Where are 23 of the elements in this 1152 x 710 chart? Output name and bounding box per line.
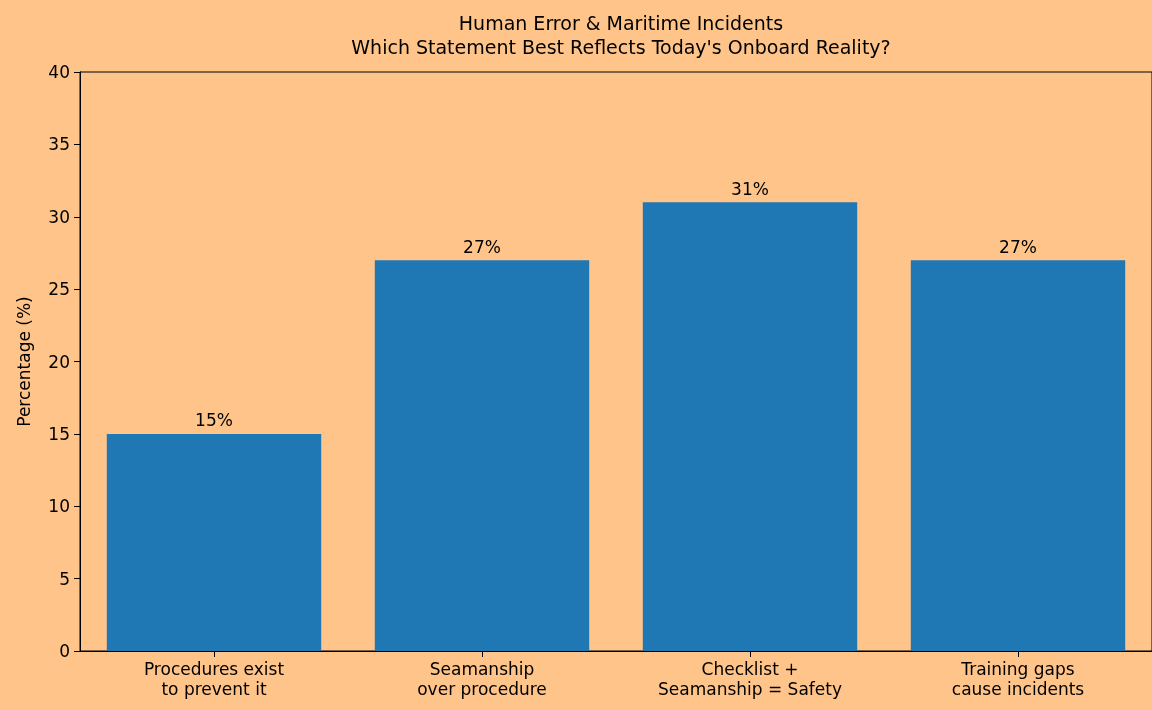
y-tick-label: 25 [48,279,70,300]
y-tick-label: 30 [48,206,70,227]
bar [910,260,1126,651]
y-tick-label: 15 [48,423,70,444]
data-label: 27% [463,236,501,257]
chart-title: Human Error & Maritime Incidents Which Statement Best Reflects Today's Onboard Reality? [351,12,891,58]
y-tick-label: 5 [59,568,70,589]
y-tick-label: 10 [48,496,70,517]
x-tick-label: Seamanship over procedure [417,659,547,699]
y-tick-label: 40 [48,62,70,82]
x-tick-label: Checklist + Seamanship = Safety [658,659,842,699]
bar [106,433,322,651]
y-tick-label: 35 [48,134,70,155]
data-label: 31% [731,178,769,199]
bar [642,202,858,651]
x-tick-label: Procedures exist to prevent it [143,659,285,699]
y-tick-label: 0 [59,641,70,661]
data-label: 27% [999,236,1037,257]
data-label: 15% [195,410,233,431]
x-tick-label: Training gaps cause incidents [951,659,1085,699]
y-tick-label: 20 [48,351,70,372]
bar [374,260,590,651]
y-axis-title: Percentage (%) [13,296,34,427]
